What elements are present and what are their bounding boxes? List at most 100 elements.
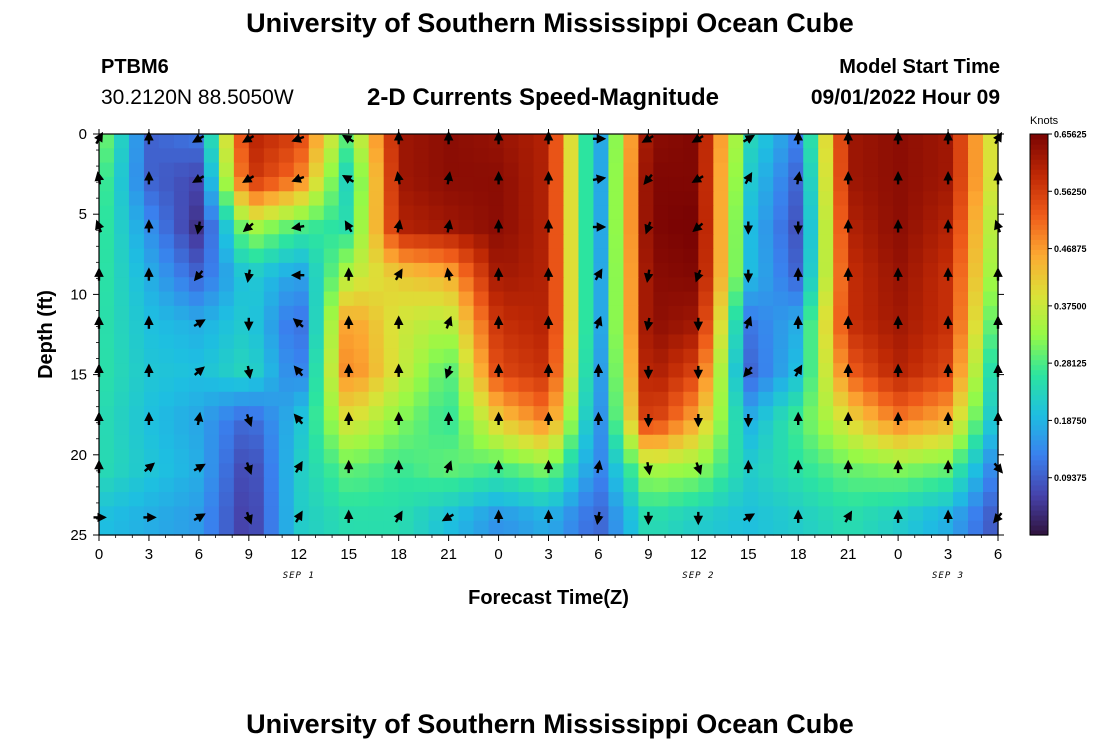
heatmap-cell xyxy=(653,449,669,464)
heatmap-cell xyxy=(458,262,475,278)
heatmap-cell xyxy=(263,449,280,464)
heatmap-cell xyxy=(923,434,939,450)
heatmap-cell xyxy=(923,449,939,464)
colorbar-segment xyxy=(1030,234,1048,240)
heatmap-cell xyxy=(278,134,295,149)
heatmap-cell xyxy=(188,477,205,493)
heatmap-cell xyxy=(248,449,265,464)
heatmap-cell xyxy=(578,463,595,479)
heatmap-cell xyxy=(99,176,115,192)
heatmap-cell xyxy=(173,492,190,507)
heatmap-cell xyxy=(788,320,804,336)
heatmap-cell xyxy=(698,449,714,464)
heatmap-cell xyxy=(473,520,490,536)
heatmap-cell xyxy=(353,363,370,379)
heatmap-cell xyxy=(263,391,280,407)
heatmap-cell xyxy=(248,234,265,250)
model-start-value: 09/01/2022 Hour 09 xyxy=(810,86,1000,109)
heatmap-cell xyxy=(713,377,729,393)
heatmap-cell xyxy=(893,477,909,493)
heatmap-cell xyxy=(248,305,265,321)
heatmap-cell xyxy=(263,463,280,479)
heatmap-cell xyxy=(953,305,969,321)
heatmap-cell xyxy=(428,162,445,178)
heatmap-cell xyxy=(548,277,565,293)
heatmap-cell xyxy=(143,506,160,522)
footer-title: University of Southern Mississippi Ocean… xyxy=(246,709,854,739)
heatmap-cell xyxy=(368,148,385,164)
heatmap-cell xyxy=(323,449,340,464)
heatmap-cell xyxy=(848,162,864,178)
heatmap-cell xyxy=(698,377,714,393)
heatmap-cell xyxy=(518,492,535,507)
heatmap-cell xyxy=(608,520,625,536)
heatmap-cell xyxy=(413,234,430,250)
heatmap-cell xyxy=(548,363,565,379)
heatmap-cell xyxy=(158,162,175,178)
heatmap-cell xyxy=(443,334,460,350)
x-tick-label: 6 xyxy=(594,546,602,563)
heatmap-cell xyxy=(188,449,205,464)
chart-title: 2-D Currents Speed-Magnitude xyxy=(367,84,720,111)
current-arrow xyxy=(742,513,756,523)
heatmap-cell xyxy=(488,277,505,293)
heatmap-cell xyxy=(218,262,235,278)
heatmap-cell xyxy=(368,363,385,379)
heatmap-cell xyxy=(548,434,565,450)
heatmap-cell xyxy=(323,148,340,164)
heatmap-cell xyxy=(728,248,744,264)
heatmap-cell xyxy=(128,492,145,507)
heatmap-cell xyxy=(428,391,445,407)
heatmap-cell xyxy=(593,377,610,393)
heatmap-cell xyxy=(128,477,145,493)
heatmap-cell xyxy=(398,305,415,321)
heatmap-cell xyxy=(458,191,475,207)
heatmap-cell xyxy=(968,391,984,407)
heatmap-cell xyxy=(383,391,400,407)
colorbar-segment xyxy=(1030,229,1048,235)
heatmap-cell xyxy=(99,363,115,379)
heatmap-cell xyxy=(848,148,864,164)
heatmap-cell xyxy=(698,234,714,250)
colorbar-segment xyxy=(1030,364,1048,371)
colorbar-segment xyxy=(1030,524,1048,531)
colorbar-segment xyxy=(1030,474,1048,481)
heatmap-cell xyxy=(608,291,625,307)
heatmap-cell xyxy=(608,492,625,507)
heatmap-cell xyxy=(668,234,684,250)
heatmap-cell xyxy=(608,463,625,479)
heatmap-cell xyxy=(413,191,430,207)
heatmap-cell xyxy=(458,420,475,436)
heatmap-cell xyxy=(233,291,250,307)
current-arrow xyxy=(344,220,354,233)
heatmap-cell xyxy=(953,420,969,436)
heatmap-cell xyxy=(653,219,669,235)
heatmap-cell xyxy=(773,248,789,264)
heatmap-cell xyxy=(518,205,535,221)
heatmap-cell xyxy=(563,520,580,536)
heatmap-cell xyxy=(413,334,430,350)
y-axis-label: Depth (ft) xyxy=(35,290,57,379)
heatmap-cell xyxy=(773,434,789,450)
heatmap-cell xyxy=(698,434,714,450)
heatmap-cell xyxy=(563,506,580,522)
heatmap-cell xyxy=(878,477,894,493)
heatmap-cell xyxy=(308,134,325,149)
heatmap-cell xyxy=(338,262,355,278)
heatmap-cell xyxy=(653,520,669,536)
heatmap-cell xyxy=(308,305,325,321)
heatmap-cell xyxy=(293,248,310,264)
heatmap-cell xyxy=(818,449,834,464)
heatmap-cell xyxy=(683,492,699,507)
heatmap-cell xyxy=(443,234,460,250)
heatmap-cell xyxy=(113,291,130,307)
heatmap-cell xyxy=(803,477,819,493)
heatmap-cell xyxy=(773,205,789,221)
heatmap-cell xyxy=(698,363,714,379)
heatmap-cell xyxy=(263,406,280,422)
current-arrow xyxy=(193,411,204,426)
heatmap-cell xyxy=(593,477,610,493)
heatmap-cell xyxy=(443,148,460,164)
heatmap-cell xyxy=(278,305,295,321)
